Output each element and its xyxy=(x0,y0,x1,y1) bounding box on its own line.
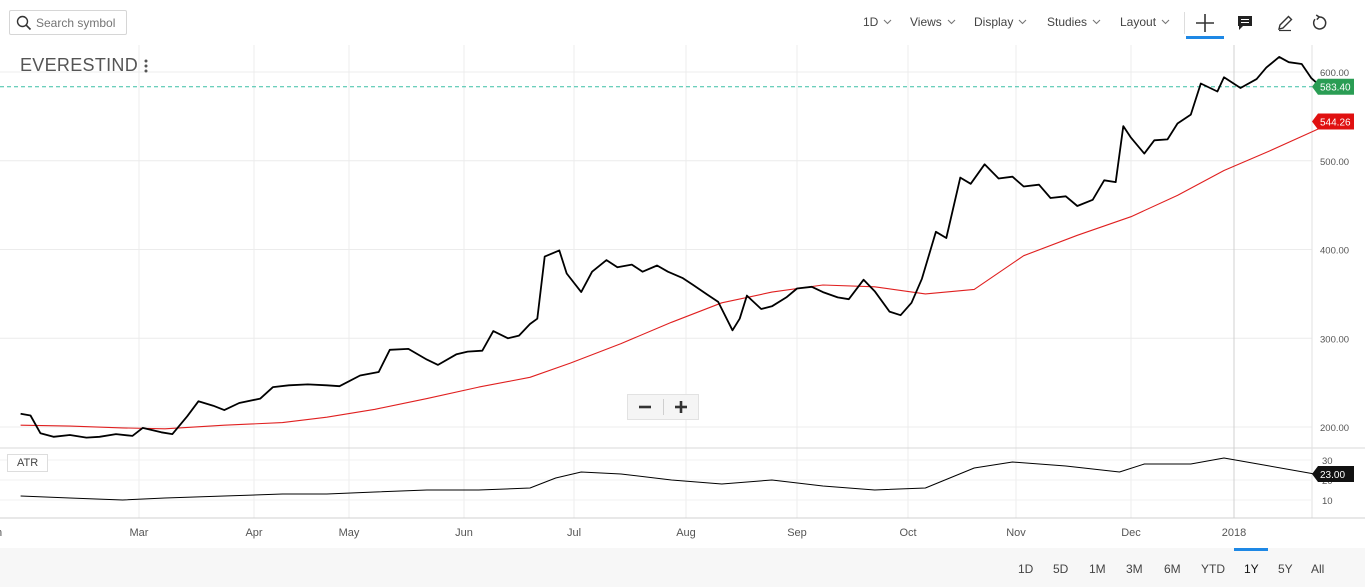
pencil-icon xyxy=(1278,15,1293,32)
display-label: Display xyxy=(974,15,1014,29)
y-tick-label: 400.00 xyxy=(1320,246,1349,257)
views-label: Views xyxy=(910,15,942,29)
x-tick-label: Aug xyxy=(676,527,696,539)
moving-average-tag-text: 544.26 xyxy=(1320,117,1351,128)
last-price-tag: 583.40 xyxy=(1312,78,1354,95)
layout-label: Layout xyxy=(1120,15,1157,29)
zoom-out-button[interactable] xyxy=(628,395,663,419)
symbol-menu-button[interactable] xyxy=(141,58,151,74)
last-price-tag-text: 583.40 xyxy=(1320,83,1351,94)
studies-dropdown[interactable]: Studies xyxy=(1047,15,1101,29)
crosshair-icon xyxy=(1196,14,1214,32)
zoom-divider xyxy=(662,399,664,415)
toolbar-divider xyxy=(1184,12,1185,34)
range-5d-button[interactable]: 5D xyxy=(1053,562,1069,576)
price-chart[interactable]: an Mar Apr May Jun Jul Aug Sep Oct Nov Dec 2018 600.… xyxy=(0,45,1365,548)
active-range-indicator xyxy=(1234,548,1268,551)
x-tick-label: Sep xyxy=(787,527,807,539)
more-vertical-icon xyxy=(144,59,148,73)
reset-button[interactable] xyxy=(1306,10,1332,36)
x-tick-label: Jul xyxy=(567,527,581,539)
x-tick-label: Oct xyxy=(899,527,916,539)
search-icon xyxy=(16,15,32,30)
minus-icon xyxy=(639,405,652,409)
atr-line xyxy=(20,457,1334,501)
interval-dropdown[interactable]: 1D xyxy=(863,15,892,29)
last-price-tag-bg xyxy=(1312,78,1354,95)
moving-average-line xyxy=(20,121,1335,430)
zoom-in-button[interactable] xyxy=(664,395,699,419)
active-tool-indicator xyxy=(1186,36,1224,39)
moving-average-tag: 544.26 xyxy=(1312,113,1354,130)
chevron-down-icon xyxy=(883,19,892,25)
zoom-control xyxy=(627,394,699,420)
y-tick-label: 300.00 xyxy=(1320,334,1349,345)
chevron-down-icon xyxy=(947,19,956,25)
atr-tick-label: 30 xyxy=(1322,456,1333,467)
search-box[interactable] xyxy=(9,10,127,35)
toolbar: 1D Views Display Studies Layout xyxy=(0,0,1365,45)
atr-value-tag: 23.00 xyxy=(1312,466,1354,482)
x-tick-label: Mar xyxy=(130,527,149,539)
atr-value-tag-text: 23.00 xyxy=(1320,470,1345,481)
chart-grid xyxy=(0,45,1365,519)
studies-label: Studies xyxy=(1047,15,1088,29)
x-tick-label: 2018 xyxy=(1222,527,1246,539)
range-ytd-button[interactable]: YTD xyxy=(1201,562,1225,576)
x-tick-label: Nov xyxy=(1006,527,1026,539)
x-tick-label: May xyxy=(339,527,360,539)
price-line xyxy=(20,55,1335,439)
display-dropdown[interactable]: Display xyxy=(974,15,1027,29)
symbol-title: EVERESTIND xyxy=(20,55,139,75)
y-tick-label: 600.00 xyxy=(1320,68,1349,79)
x-tick-label: Apr xyxy=(245,527,262,539)
chart-labels: an Mar Apr May Jun Jul Aug Sep Oct Nov Dec 2018 600.… xyxy=(0,68,1354,539)
layout-dropdown[interactable]: Layout xyxy=(1120,15,1170,29)
range-3m-button[interactable]: 3M xyxy=(1126,562,1143,576)
chart-marks xyxy=(20,55,1335,501)
atr-tick-label: 10 xyxy=(1322,496,1333,507)
range-1d-button[interactable]: 1D xyxy=(1018,562,1034,576)
range-bar: 1D 5D 1M 3M 6M YTD 1Y 5Y All xyxy=(0,548,1365,587)
views-dropdown[interactable]: Views xyxy=(910,15,956,29)
y-tick-label: 500.00 xyxy=(1320,157,1349,168)
comment-button[interactable] xyxy=(1232,10,1258,36)
plus-icon xyxy=(674,401,687,413)
chevron-down-icon xyxy=(1092,19,1101,25)
range-1m-button[interactable]: 1M xyxy=(1089,562,1106,576)
x-tick-label: Dec xyxy=(1121,527,1141,539)
draw-button[interactable] xyxy=(1272,10,1298,36)
interval-label: 1D xyxy=(863,15,879,29)
crosshair-button[interactable] xyxy=(1192,10,1218,36)
moving-average-tag-bg xyxy=(1312,113,1354,130)
x-tick-label: Jun xyxy=(455,527,473,539)
search-input[interactable] xyxy=(36,15,124,30)
chevron-down-icon xyxy=(1161,19,1170,25)
reset-icon xyxy=(1312,14,1327,30)
comment-icon xyxy=(1238,16,1252,30)
x-tick-label: an xyxy=(0,527,2,539)
range-all-button[interactable]: All xyxy=(1311,562,1325,576)
range-1y-button[interactable]: 1Y xyxy=(1244,562,1259,576)
range-6m-button[interactable]: 6M xyxy=(1164,562,1181,576)
atr-value-tag-bg xyxy=(1312,466,1354,482)
atr-study-label[interactable]: ATR xyxy=(7,454,49,472)
chevron-down-icon xyxy=(1018,19,1027,25)
range-5y-button[interactable]: 5Y xyxy=(1278,562,1293,576)
y-tick-label: 200.00 xyxy=(1320,423,1349,434)
